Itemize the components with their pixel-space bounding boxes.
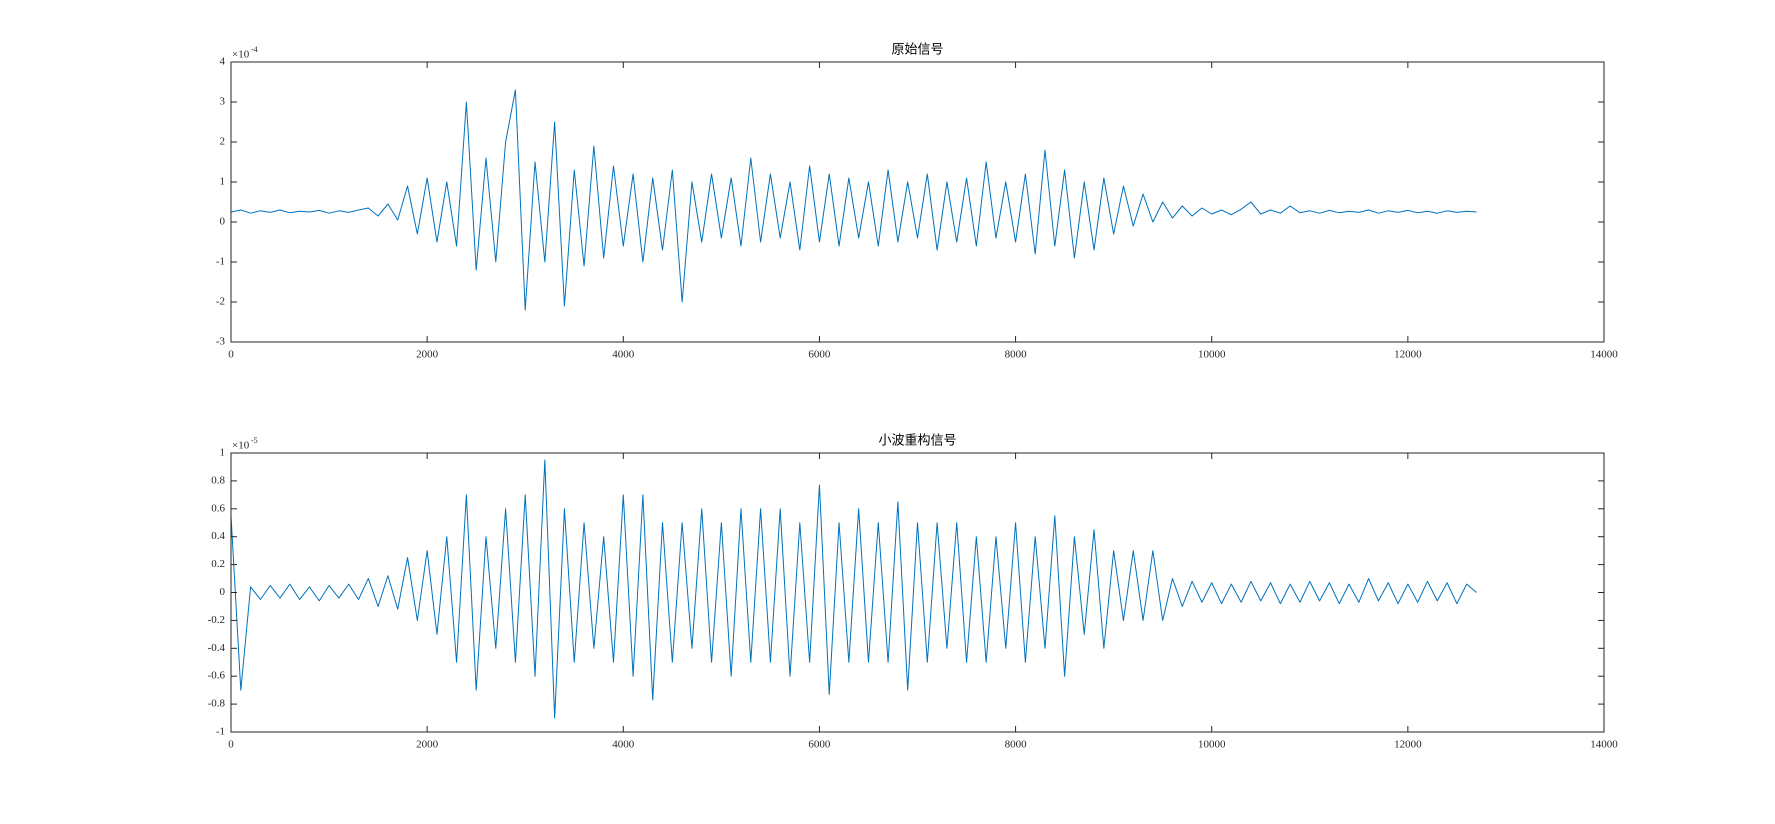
x-tick-label: 6000 [808,349,831,361]
axes-background [231,62,1604,342]
y-tick-label: -2 [216,296,225,308]
x-tick-label: 4000 [612,349,635,361]
y-multiplier-exponent: -4 [251,45,258,54]
y-tick-label: -3 [216,336,226,348]
x-tick-label: 8000 [1005,349,1028,361]
y-tick-label: 1 [220,176,226,188]
y-tick-label: -1 [216,726,225,738]
y-tick-label: 0.4 [211,530,225,542]
x-tick-label: 2000 [416,739,439,751]
y-tick-label: 2 [220,136,226,148]
x-tick-label: 12000 [1394,349,1422,361]
y-tick-label: 4 [220,56,226,68]
x-tick-label: 12000 [1394,739,1422,751]
axes-background [231,453,1604,732]
x-tick-label: 6000 [808,739,831,751]
signal-line [230,459,1477,719]
x-tick-label: 0 [228,349,234,361]
y-multiplier-base: ×10 [232,49,250,61]
x-tick-label: 10000 [1198,739,1226,751]
y-tick-label: 0.8 [211,474,225,486]
y-tick-label: -0.8 [208,698,226,710]
y-tick-label: 0.6 [211,502,225,514]
x-tick-label: 10000 [1198,349,1226,361]
x-tick-label: 4000 [612,739,635,751]
y-tick-label: 0 [220,586,226,598]
x-tick-label: 0 [228,739,234,751]
x-tick-label: 2000 [416,349,439,361]
y-tick-label: 0.2 [211,558,225,570]
y-tick-label: -0.6 [208,670,226,682]
y-tick-label: 0 [220,216,226,228]
chart-title: 原始信号 [891,43,943,58]
y-tick-label: 1 [220,447,226,459]
x-tick-label: 8000 [1005,739,1028,751]
y-tick-label: -0.4 [208,642,226,654]
signal-line [230,89,1477,311]
y-tick-label: -0.2 [208,614,225,626]
chart-title: 小波重构信号 [878,433,956,449]
axes-box [230,61,1605,343]
y-multiplier-base: ×10 [232,440,250,452]
y-tick-label: -1 [216,256,225,268]
y-multiplier-exponent: -5 [251,436,258,445]
y-tick-label: 3 [220,96,226,108]
x-tick-label: 14000 [1590,349,1618,361]
x-tick-label: 14000 [1590,739,1618,751]
